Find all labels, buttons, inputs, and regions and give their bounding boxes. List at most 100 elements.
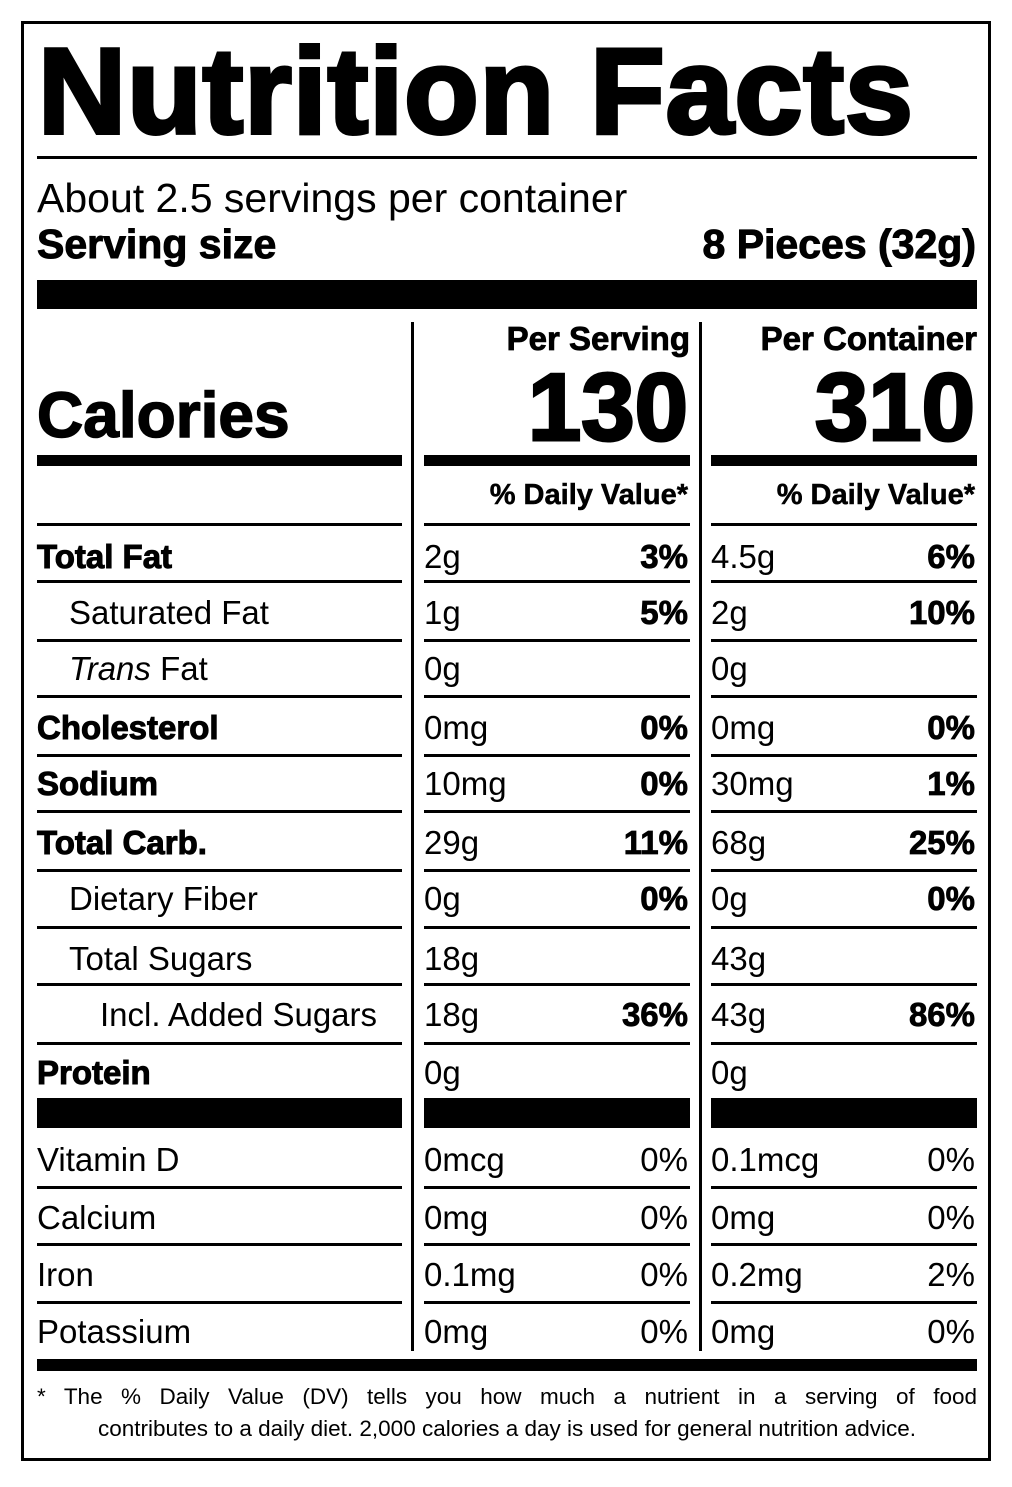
serving-daily-value: 0% [640,709,688,746]
serving-amount: 0.1mg [424,1256,516,1293]
row-rule-4-label [37,810,402,813]
row-rule-2-label [37,695,402,698]
vit-rule-0-label [37,1186,402,1189]
serving-daily-value: 11% [623,824,688,861]
per-serving-heading: Per Serving [506,320,690,357]
nutrient-name: Protein [37,1054,152,1091]
row-rule-head-container [711,523,977,526]
container-amount: 4.5g [711,538,776,575]
vitamin-name: Calcium [37,1199,157,1236]
container-amount: 0mg [711,709,776,746]
row-rule-6-serving [424,926,690,929]
vit-rule-1-serving [424,1243,690,1246]
calories-label: Calories [36,379,290,451]
nutrient-name: Incl. Added Sugars [100,996,378,1033]
serving-daily-value: 5% [640,594,688,631]
nutrient-name: Saturated Fat [69,594,269,631]
label-title: Nutrition Facts [36,23,915,159]
row-rule-2-serving [424,695,690,698]
row-rule-3-label [37,754,402,757]
thick-divider-top [37,280,977,309]
serving-amount: 1g [424,594,461,631]
container-amount: 0mg [711,1313,776,1350]
calories-per-container: 310 [813,354,976,461]
serving-size-value: 8 Pieces (32g) [702,221,976,267]
container-daily-value: 86% [908,996,976,1033]
vit-rule-0-container [711,1186,977,1189]
row-rule-head-serving [424,523,690,526]
thick-vitamin-divider-container [711,1098,977,1128]
column-divider-serving [411,322,414,1351]
container-amount: 0g [711,650,748,687]
serving-daily-value: 36% [621,996,689,1033]
serving-daily-value: 0% [640,1256,688,1293]
calories-rule-label [37,455,402,466]
calories-rule-container [711,455,977,466]
nutrient-name-rest: Fat [150,650,208,687]
serving-amount: 0g [424,880,461,917]
container-amount: 0mg [711,1199,776,1236]
column-divider-container [699,322,702,1351]
container-amount: 0.1mcg [711,1141,820,1178]
vitamin-name: Vitamin D [37,1141,180,1178]
container-daily-value: 25% [908,824,976,861]
footnote-line-1: * The % Daily Value (DV) tells you how m… [37,1384,977,1409]
container-amount: 0g [711,1054,748,1091]
row-rule-6-label [37,926,402,929]
nutrition-label-panel [21,21,991,1461]
serving-amount: 18g [424,940,480,977]
row-rule-8-container [711,1042,977,1045]
container-daily-value: 10% [908,594,976,631]
vit-rule-2-label [37,1301,402,1304]
calories-rule-serving [424,455,690,466]
row-rule-7-container [711,983,977,986]
serving-amount: 18g [424,996,480,1033]
serving-amount: 0mg [424,1199,489,1236]
container-daily-value: 0% [927,880,975,917]
row-rule-5-serving [424,869,690,872]
serving-daily-value: 3% [640,538,688,575]
container-daily-value: 0% [927,1199,975,1236]
row-rule-3-serving [424,754,690,757]
row-rule-7-label [37,983,402,986]
serving-daily-value: 0% [640,880,688,917]
serving-amount: 10mg [424,765,507,802]
per-container-heading: Per Container [760,320,977,357]
nutrient-name: Cholesterol [37,709,220,746]
serving-amount: 0g [424,1054,461,1091]
daily-value-header-serving: % Daily Value* [489,479,688,511]
container-amount: 0g [711,880,748,917]
nutrient-name: Total Fat [36,538,173,575]
row-rule-0-label [37,580,402,583]
nutrient-name-italic: Trans [69,650,151,687]
serving-daily-value: 0% [640,1313,688,1350]
serving-amount: 0mg [424,709,489,746]
vit-rule-2-serving [424,1301,690,1304]
vitamin-name: Iron [37,1256,94,1293]
container-amount: 0.2mg [711,1256,803,1293]
vit-rule-0-serving [424,1186,690,1189]
serving-amount: 0g [424,650,461,687]
vit-rule-1-label [37,1243,402,1246]
container-amount: 43g [711,996,767,1033]
nutrient-name: Total Carb. [37,824,208,861]
serving-daily-value: 0% [640,1141,688,1178]
serving-amount: 29g [424,824,480,861]
container-amount: 43g [711,940,767,977]
serving-daily-value: 0% [640,1199,688,1236]
row-rule-0-container [711,580,977,583]
container-daily-value: 6% [927,538,975,575]
row-rule-2-container [711,695,977,698]
row-rule-3-container [711,754,977,757]
vit-rule-1-container [711,1243,977,1246]
row-rule-4-serving [424,810,690,813]
row-rule-0-serving [424,580,690,583]
container-amount: 30mg [711,765,794,802]
nutrient-name: Dietary Fiber [69,880,258,917]
container-daily-value: 0% [927,1141,975,1178]
container-amount: 68g [711,824,767,861]
servings-per-container: About 2.5 servings per container [37,175,628,221]
daily-value-header-container: % Daily Value* [776,479,975,511]
nutrient-name: Trans Fat [69,652,208,685]
row-rule-8-serving [424,1042,690,1045]
